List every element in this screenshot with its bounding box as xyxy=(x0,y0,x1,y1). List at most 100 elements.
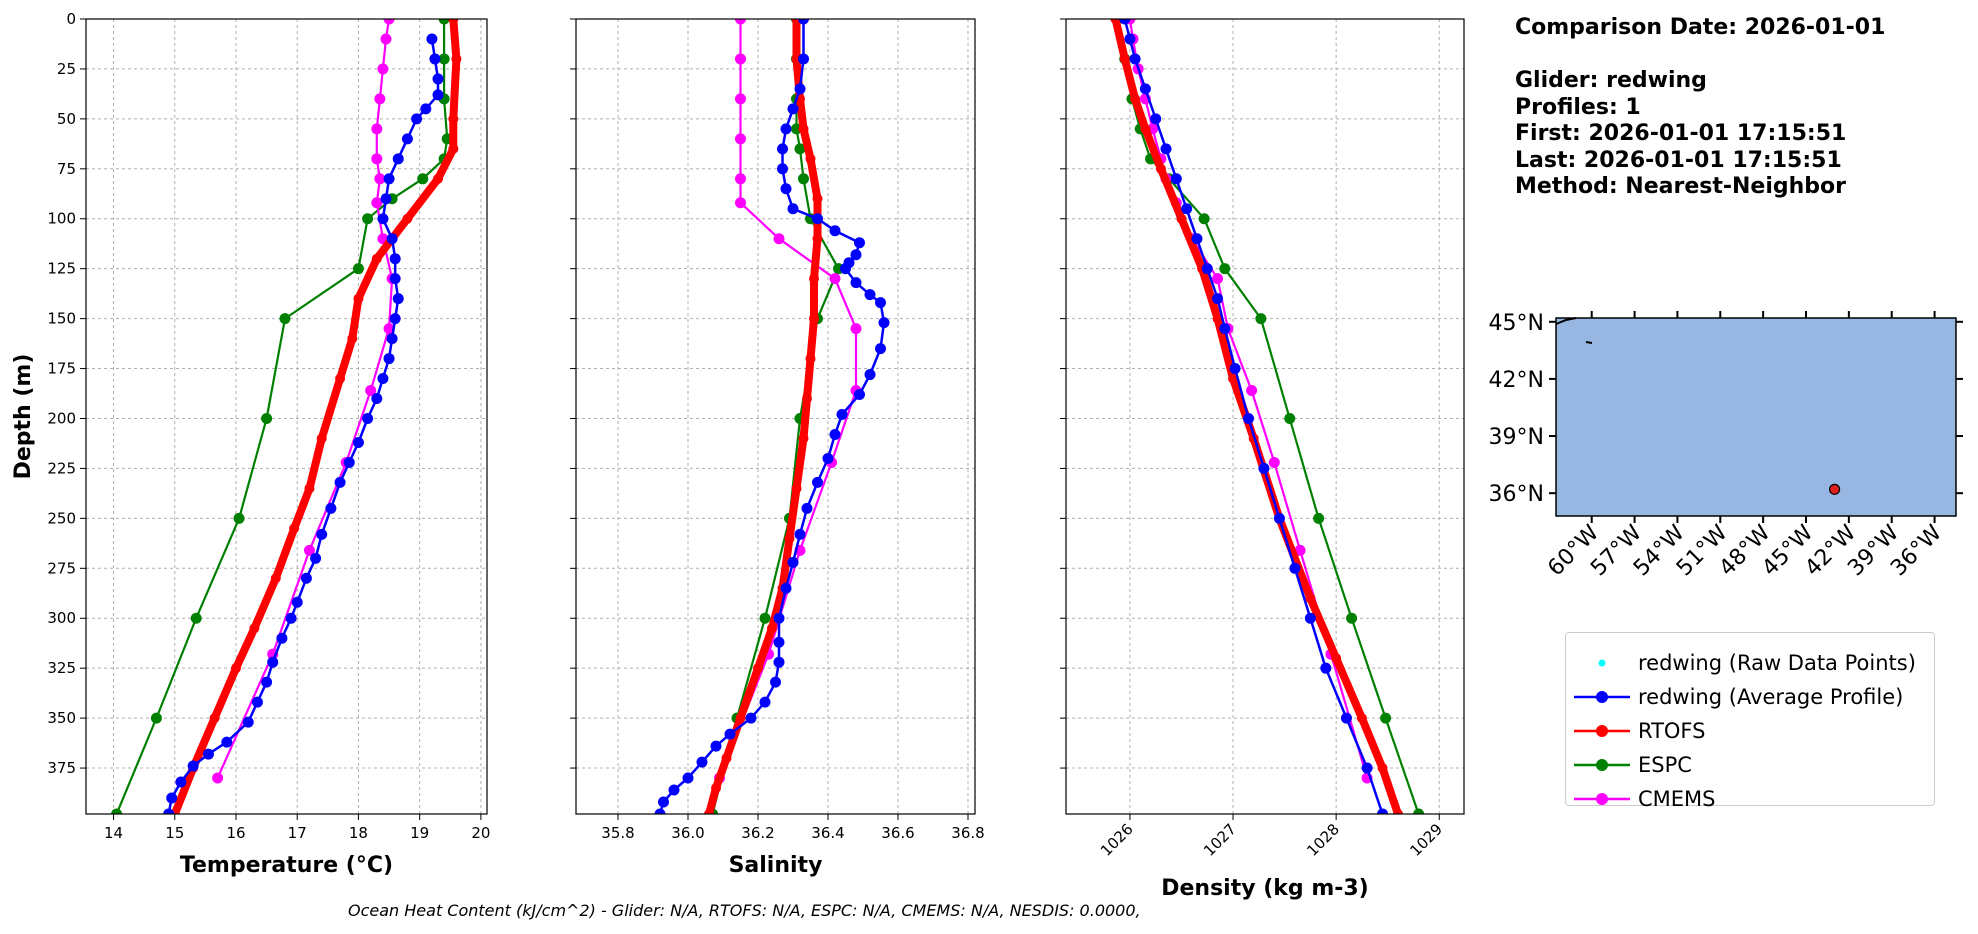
data-point xyxy=(383,323,395,335)
info-spacer xyxy=(1515,42,1885,69)
method: Method: Nearest-Neighbor xyxy=(1515,174,1846,199)
data-point xyxy=(801,502,813,514)
y-tick-label: 25 xyxy=(57,60,76,78)
data-point xyxy=(1212,313,1223,324)
data-point xyxy=(448,113,459,124)
data-point xyxy=(809,273,819,284)
map-panel: 60°W57°W54°W51°W48°W45°W42°W39°W36°W36°N… xyxy=(1489,311,1963,581)
data-point xyxy=(809,313,819,324)
data-point xyxy=(362,213,374,225)
data-point xyxy=(798,123,809,134)
data-point xyxy=(1243,412,1255,424)
x-axis-label: Density (kg m-3) xyxy=(1161,876,1369,901)
data-point xyxy=(787,556,799,568)
profile-count: Profiles: 1 xyxy=(1515,94,1641,120)
data-point xyxy=(1129,53,1141,65)
data-point xyxy=(300,572,312,584)
data-point xyxy=(233,512,245,524)
series-line-cmems xyxy=(216,19,394,779)
data-point xyxy=(1289,562,1301,574)
data-point xyxy=(854,237,865,249)
series-line-rtofs xyxy=(171,19,461,814)
data-point xyxy=(735,93,746,105)
data-point xyxy=(417,173,429,185)
data-point xyxy=(798,173,809,185)
data-point xyxy=(212,772,224,784)
data-point xyxy=(251,696,263,708)
data-point xyxy=(773,612,785,624)
x-tick-label: 36.2 xyxy=(741,824,774,842)
data-point xyxy=(711,783,721,794)
data-point xyxy=(1313,512,1325,524)
data-point xyxy=(242,716,254,728)
data-point xyxy=(1229,363,1241,375)
x-tick-label: 18 xyxy=(349,824,368,842)
data-point xyxy=(362,412,374,424)
data-point xyxy=(787,203,799,215)
data-point xyxy=(784,533,795,544)
data-point xyxy=(875,343,886,355)
data-point xyxy=(773,636,785,648)
data-point xyxy=(371,153,383,165)
coastline xyxy=(1585,341,1593,344)
data-point xyxy=(1380,712,1392,724)
data-point xyxy=(448,143,459,154)
data-point xyxy=(111,808,123,814)
data-point xyxy=(1212,293,1224,305)
data-point xyxy=(163,808,175,814)
series-line-espc xyxy=(711,19,840,814)
data-point xyxy=(864,289,876,301)
data-point xyxy=(352,263,364,275)
data-point xyxy=(777,143,788,155)
data-point xyxy=(794,143,806,155)
info-panel: Comparison Date: 2026-01-01 Glider: redw… xyxy=(1515,15,1885,201)
data-point xyxy=(1228,373,1239,384)
data-point xyxy=(285,612,297,624)
data-point xyxy=(1160,143,1172,155)
y-tick-label: 175 xyxy=(47,360,76,378)
data-point xyxy=(1191,233,1203,245)
data-point xyxy=(371,253,382,264)
data-point xyxy=(759,696,771,708)
data-point xyxy=(166,792,178,804)
x-tick-label: 16 xyxy=(226,824,245,842)
data-point xyxy=(438,19,450,25)
data-point xyxy=(878,317,890,329)
data-point xyxy=(386,333,398,345)
data-point xyxy=(787,103,799,115)
data-point xyxy=(352,436,364,448)
data-point xyxy=(1413,808,1425,814)
data-point xyxy=(432,89,444,101)
data-point xyxy=(1305,593,1316,604)
data-point xyxy=(850,249,862,261)
map-frame xyxy=(1555,317,1957,517)
data-point xyxy=(1320,662,1332,674)
data-point xyxy=(1356,713,1367,724)
map-y-tick-label: 45°N xyxy=(1489,311,1544,336)
x-tick-label: 36.8 xyxy=(951,824,984,842)
data-point xyxy=(735,713,746,724)
data-point xyxy=(829,428,841,440)
glider-location-marker xyxy=(1828,483,1841,495)
x-tick-label: 35.8 xyxy=(601,824,634,842)
data-point xyxy=(1346,612,1358,624)
data-point xyxy=(658,796,669,808)
y-tick-label: 75 xyxy=(57,160,76,178)
data-point xyxy=(374,173,386,185)
data-point xyxy=(1246,385,1258,397)
data-point xyxy=(377,63,389,75)
data-point xyxy=(380,33,392,45)
data-point xyxy=(383,19,395,25)
data-point xyxy=(438,53,450,65)
y-tick-label: 350 xyxy=(47,709,76,727)
map-y-tick-label: 36°N xyxy=(1489,482,1544,507)
data-point xyxy=(850,277,862,289)
data-point xyxy=(822,452,834,464)
data-point xyxy=(1273,512,1285,524)
data-point xyxy=(735,133,746,145)
data-point xyxy=(1139,83,1151,95)
data-point xyxy=(798,53,809,65)
data-point xyxy=(371,197,383,209)
data-point xyxy=(794,83,806,95)
data-point xyxy=(190,612,202,624)
